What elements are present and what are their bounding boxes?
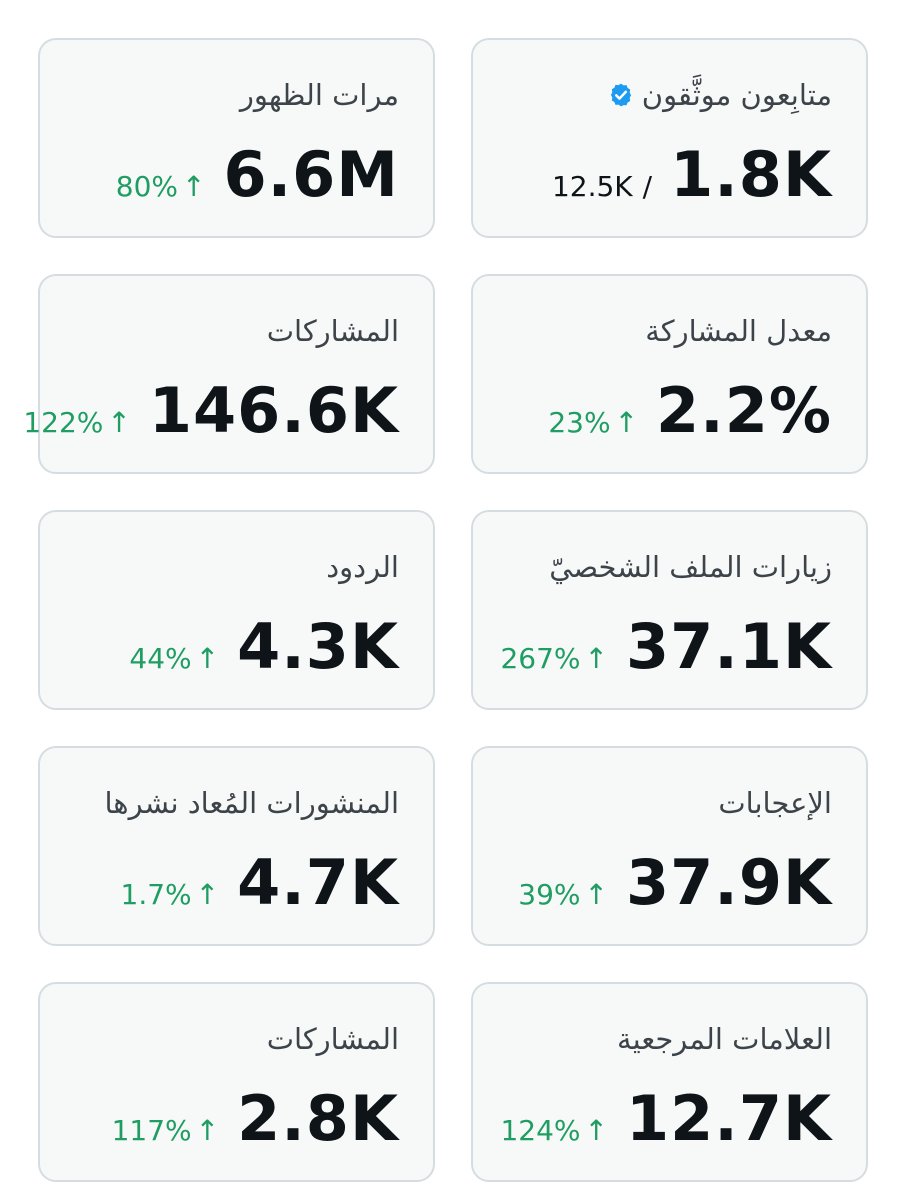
- metric-value: 146.6K: [148, 374, 399, 447]
- metric-title-label: المنشورات المُعاد نشرها: [104, 786, 399, 820]
- metric-change-value: 267%: [500, 642, 581, 675]
- metric-change-value: 117%: [111, 1114, 192, 1147]
- metric-title-label: متابِعون موثَّقون: [641, 78, 832, 112]
- verified-badge-icon: [608, 82, 634, 108]
- metric-change-value: 39%: [518, 878, 581, 911]
- metric-value-row: 124% ↑ 12.7K: [500, 1084, 832, 1154]
- metric-card-verified-followers[interactable]: متابِعون موثَّقون 12.5K / 1.8K: [471, 38, 868, 238]
- metric-change: 80% ↑: [116, 170, 206, 203]
- metric-title-label: الردود: [326, 550, 399, 584]
- metric-change: 124% ↑: [500, 1114, 608, 1147]
- metric-title-label: العلامات المرجعية: [617, 1022, 832, 1056]
- metric-change: 122% ↑: [23, 406, 131, 439]
- metric-title: المشاركات: [267, 314, 399, 348]
- metric-change-value: 1.7%: [120, 878, 192, 911]
- metric-value: 4.3K: [237, 610, 399, 683]
- metric-change-value: 124%: [500, 1114, 581, 1147]
- metric-total-value: 12.5K: [551, 170, 633, 203]
- metric-title-label: المشاركات: [266, 1022, 399, 1056]
- arrow-up-icon: ↑: [584, 642, 608, 675]
- arrow-up-icon: ↑: [584, 878, 608, 911]
- metric-card-replies[interactable]: الردود 44% ↑ 4.3K: [38, 510, 435, 710]
- metric-title: مرات الظهور: [240, 78, 399, 112]
- metric-value-row: 267% ↑ 37.1K: [500, 612, 832, 682]
- metric-value-row: 117% ↑ 2.8K: [112, 1084, 399, 1154]
- metric-title: الإعجابات: [718, 786, 832, 820]
- metric-change: 39% ↑: [518, 878, 608, 911]
- metric-card-reposts[interactable]: المنشورات المُعاد نشرها 1.7% ↑ 4.7K: [38, 746, 435, 946]
- metric-value-row: 1.7% ↑ 4.7K: [121, 848, 400, 918]
- metric-value: 2.2%: [656, 374, 832, 447]
- metric-card-impressions[interactable]: مرات الظهور 80% ↑ 6.6M: [38, 38, 435, 238]
- metric-value-row: 12.5K / 1.8K: [552, 140, 832, 210]
- metric-title: معدل المشاركة: [645, 314, 832, 348]
- metric-value: 6.6M: [223, 138, 399, 211]
- metric-change: 44% ↑: [129, 642, 219, 675]
- metric-card-shares[interactable]: المشاركات 117% ↑ 2.8K: [38, 982, 435, 1182]
- metric-title-label: مرات الظهور: [239, 78, 399, 112]
- arrow-up-icon: ↑: [182, 170, 206, 203]
- arrow-up-icon: ↑: [107, 406, 131, 439]
- metric-change-value: 122%: [23, 406, 104, 439]
- metric-total: 12.5K /: [552, 170, 652, 203]
- metric-value: 4.7K: [237, 846, 399, 919]
- metric-value: 2.8K: [237, 1082, 399, 1155]
- metric-card-likes[interactable]: الإعجابات 39% ↑ 37.9K: [471, 746, 868, 946]
- metric-title: متابِعون موثَّقون: [608, 78, 832, 112]
- metric-value: 37.1K: [625, 610, 832, 683]
- metric-change-value: 44%: [129, 642, 192, 675]
- metric-title: زيارات الملف الشخصيّ: [549, 550, 832, 584]
- metric-value-row: 23% ↑ 2.2%: [548, 376, 832, 446]
- metric-card-engagements[interactable]: المشاركات 122% ↑ 146.6K: [23, 274, 435, 474]
- arrow-up-icon: ↑: [584, 1114, 608, 1147]
- arrow-up-icon: ↑: [195, 642, 220, 675]
- metric-value-row: 39% ↑ 37.9K: [518, 848, 832, 918]
- metric-card-engagement-rate[interactable]: معدل المشاركة 23% ↑ 2.2%: [471, 274, 868, 474]
- metric-change-value: 80%: [115, 170, 178, 203]
- metric-change: 23% ↑: [548, 406, 638, 439]
- metric-title-label: زيارات الملف الشخصيّ: [549, 550, 832, 584]
- arrow-up-icon: ↑: [614, 406, 639, 439]
- metric-change: 117% ↑: [112, 1114, 220, 1147]
- metric-title: المنشورات المُعاد نشرها: [104, 786, 399, 820]
- metric-card-profile-visits[interactable]: زيارات الملف الشخصيّ 267% ↑ 37.1K: [471, 510, 868, 710]
- metric-title-label: معدل المشاركة: [645, 314, 832, 348]
- metric-title: المشاركات: [267, 1022, 399, 1056]
- arrow-up-icon: ↑: [195, 1114, 220, 1147]
- metric-change: 267% ↑: [500, 642, 608, 675]
- metric-card-bookmarks[interactable]: العلامات المرجعية 124% ↑ 12.7K: [471, 982, 868, 1182]
- metric-value: 37.9K: [625, 846, 832, 919]
- metric-value: 12.7K: [625, 1082, 832, 1155]
- metric-value-row: 122% ↑ 146.6K: [23, 376, 399, 446]
- metric-value: 1.8K: [670, 138, 832, 211]
- metric-total-separator: /: [642, 170, 653, 203]
- metric-value-row: 80% ↑ 6.6M: [116, 140, 399, 210]
- metric-title-label: الإعجابات: [718, 786, 832, 820]
- metric-value-row: 44% ↑ 4.3K: [129, 612, 399, 682]
- arrow-up-icon: ↑: [195, 878, 220, 911]
- analytics-metrics-grid: متابِعون موثَّقون 12.5K / 1.8K مرات الظه…: [23, 38, 868, 1182]
- metric-title-label: المشاركات: [266, 314, 399, 348]
- metric-change: 1.7% ↑: [121, 878, 220, 911]
- metric-title: العلامات المرجعية: [617, 1022, 832, 1056]
- metric-change-value: 23%: [548, 406, 611, 439]
- metric-title: الردود: [326, 550, 399, 584]
